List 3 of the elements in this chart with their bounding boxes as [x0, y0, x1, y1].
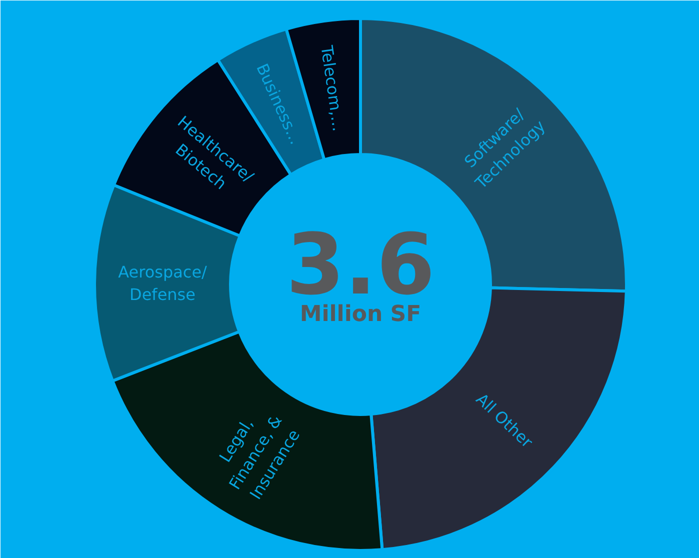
- slice-label: Telecom,…: [316, 43, 348, 133]
- text: Million SF: [300, 302, 422, 327]
- slice-label: Aerospace/ Defense: [118, 262, 208, 304]
